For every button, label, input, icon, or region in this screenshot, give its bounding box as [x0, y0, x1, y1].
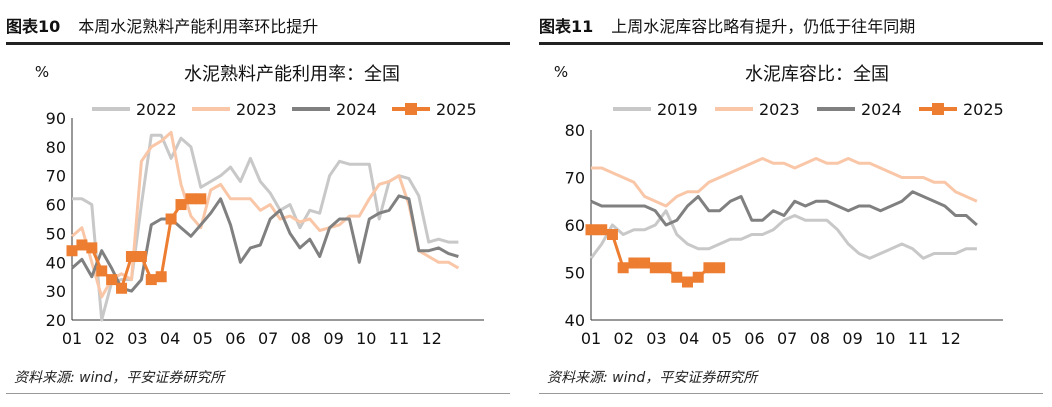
data-point-2025 [617, 262, 629, 274]
line-chart-capacity-utilization: 水泥熟料产能利用率：全国% 2022 2023 2024 2025 20 30 40 50 60 7… [35, 63, 484, 348]
legend-label: 2025 [436, 100, 477, 119]
data-point-2025 [135, 251, 147, 263]
data-point-2025 [714, 262, 726, 274]
data-point-2025 [596, 224, 608, 236]
y-tick-label: 60 [565, 216, 585, 235]
legend-marker [405, 103, 417, 115]
data-point-2025 [628, 257, 640, 269]
x-tick-label: 10 [875, 329, 895, 348]
y-tick-label: 50 [565, 264, 585, 283]
data-point-2025 [155, 271, 167, 283]
y-tick-label: 40 [565, 311, 585, 330]
data-point-2025 [165, 213, 177, 225]
legend-label: 2023 [236, 100, 277, 119]
chart-title: 水泥熟料产能利用率：全国 [184, 64, 400, 85]
data-point-2025 [76, 239, 88, 251]
x-tick-label: 03 [646, 329, 666, 348]
data-point-2025 [96, 265, 108, 277]
series-line-2024 [71, 194, 459, 293]
figure-label: 图表11 [539, 17, 594, 36]
panel-header-title: 上周水泥库容比略有提升，仍低于往年同期 [611, 17, 916, 36]
panel-header-title: 本周水泥熟料产能利用率环比提升 [78, 17, 319, 36]
x-tick-label: 02 [95, 329, 115, 348]
data-point-2025 [660, 262, 672, 274]
bottom-divider [539, 393, 1043, 394]
y-tick-label: 60 [46, 196, 66, 215]
data-point-2025 [145, 274, 157, 286]
data-point-2025 [639, 257, 651, 269]
y-tick-label: 20 [46, 311, 66, 330]
series-line-2023 [591, 157, 978, 208]
series-line-2024 [590, 190, 978, 227]
source-note: 资料来源: wind，平安证券研究所 [14, 370, 225, 386]
series-line-2023 [71, 130, 460, 299]
legend-label: 2023 [759, 100, 800, 119]
x-tick-label: 09 [323, 329, 343, 348]
x-tick-label: 02 [614, 329, 634, 348]
x-tick-label: 01 [581, 329, 601, 348]
chart-panel-storage-ratio: 图表11 上周水泥库容比略有提升，仍低于往年同期 水泥库容比：全国% 2019 20… [533, 0, 1049, 407]
x-tick-label: 08 [291, 329, 311, 348]
data-point-2025 [606, 229, 618, 240]
y-tick-label: 70 [565, 169, 585, 188]
data-point-2025 [649, 262, 661, 274]
y-tick-label: 70 [46, 167, 66, 186]
x-tick-label: 04 [679, 329, 699, 348]
x-tick-label: 08 [810, 329, 830, 348]
x-tick-label: 07 [258, 329, 278, 348]
panel-header: 图表10 本周水泥熟料产能利用率环比提升 [6, 8, 510, 45]
data-point-2025 [703, 262, 715, 274]
data-point-2025 [106, 274, 118, 286]
data-point-2025 [175, 199, 187, 211]
data-point-2025 [125, 251, 137, 263]
line-chart-storage-ratio: 水泥库容比：全国% 2019 2023 2024 2025 40 50 60 70 80 01 02 0… [554, 63, 1004, 348]
legend-label: 2019 [657, 100, 698, 119]
data-point-2025 [585, 224, 597, 236]
x-tick-label: 06 [225, 329, 245, 348]
series-line-2019 [589, 209, 977, 260]
data-point-2025 [671, 271, 683, 283]
y-tick-label: 80 [565, 121, 585, 140]
x-tick-label: 01 [62, 329, 82, 348]
y-tick-label: 40 [46, 253, 66, 272]
y-axis-unit: % [554, 63, 568, 81]
legend-label: 2024 [336, 100, 377, 119]
legend-label: 2022 [136, 100, 177, 119]
y-tick-label: 90 [46, 109, 66, 128]
data-point-2025 [66, 245, 78, 257]
source-note: 资料来源: wind，平安证券研究所 [547, 370, 758, 386]
data-point-2025 [86, 242, 98, 254]
series-line-2022 [72, 133, 459, 322]
legend-marker [932, 103, 944, 115]
x-tick-label: 03 [127, 329, 147, 348]
panel-header: 图表11 上周水泥库容比略有提升，仍低于往年同期 [539, 8, 1043, 45]
data-point-2025 [692, 271, 704, 283]
bottom-divider [6, 393, 510, 394]
x-tick-label: 12 [422, 329, 442, 348]
data-point-2025 [195, 193, 207, 205]
chart-panel-capacity-utilization: 图表10 本周水泥熟料产能利用率环比提升 水泥熟料产能利用率：全国% 2022 20… [0, 0, 516, 407]
x-tick-label: 07 [777, 329, 797, 348]
y-tick-label: 30 [46, 282, 66, 301]
x-tick-label: 12 [941, 329, 961, 348]
data-point-2025 [185, 193, 197, 205]
y-tick-label: 50 [46, 224, 66, 243]
x-tick-label: 11 [389, 329, 409, 348]
chart-title: 水泥库容比：全国 [745, 64, 889, 85]
y-tick-label: 80 [46, 138, 66, 157]
x-tick-label: 06 [744, 329, 764, 348]
legend-label: 2024 [861, 100, 902, 119]
x-tick-label: 10 [356, 329, 376, 348]
legend-label: 2025 [963, 100, 1004, 119]
x-tick-label: 11 [908, 329, 928, 348]
x-tick-label: 04 [160, 329, 180, 348]
x-tick-label: 05 [712, 329, 732, 348]
data-point-2025 [116, 282, 128, 294]
figure-label: 图表10 [6, 17, 61, 36]
x-tick-label: 05 [193, 329, 213, 348]
x-tick-label: 09 [842, 329, 862, 348]
y-axis-unit: % [35, 63, 49, 81]
data-point-2025 [681, 276, 693, 288]
